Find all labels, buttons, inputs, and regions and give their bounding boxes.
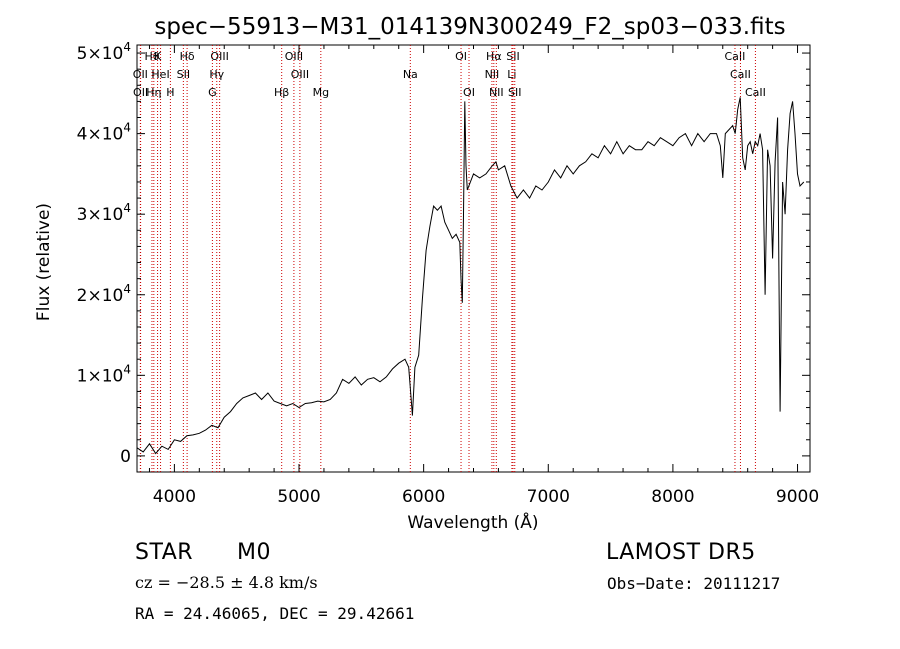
line-marker-label: OIII [285,50,303,63]
x-tick-label: 5000 [277,487,320,507]
line-marker-label: OI [463,86,475,99]
line-marker-label: NII [485,68,500,81]
line-marker-label: Hα [486,50,502,63]
object-subclass: M0 [237,540,271,565]
spectrum-series [136,97,805,455]
line-marker-label: Hδ [180,50,195,63]
survey-label: LAMOST DR5 [606,540,756,565]
line-marker-label: H [166,86,174,99]
x-tick-label: 7000 [527,487,570,507]
line-marker-label: K [154,50,162,63]
y-tick-label: 1×104 [77,362,131,386]
spectrum-line [136,97,805,455]
line-marker-label: HeI [151,68,169,81]
line-marker-label: OIII [210,50,228,63]
y-tick-label: 2×104 [77,282,131,306]
y-tick-label: 3×104 [77,201,131,225]
x-tick-label: 8000 [651,487,694,507]
y-tick-label: 0 [120,447,131,467]
line-marker-label: Na [403,68,418,81]
redshift-text: cz = −28.5 ± 4.8 km/s [135,573,318,592]
line-marker-label: OII [133,86,148,99]
line-marker-label: OII [133,68,148,81]
x-tick-label: 9000 [776,487,819,507]
line-marker-label: Hθ [144,50,159,63]
line-marker-label: SII [177,68,190,81]
line-marker-label: CaII [730,68,751,81]
obs-date-text: Obs−Date: 20111217 [607,574,781,593]
plot-frame [136,44,811,473]
x-tick-label: 4000 [153,487,196,507]
line-marker-label: SII [506,50,519,63]
axis-ticks: 4000 5000 6000 7000 8000 9000 0 1×104 2×104 3×104… [77,40,820,507]
line-marker-label: SII [508,86,521,99]
line-marker-label: Hη [146,86,161,99]
line-marker-label: CaII [725,50,746,63]
line-marker-label: Hγ [209,68,224,81]
object-class: STAR [135,540,194,565]
line-marker-label: Li [507,68,516,81]
line-marker-label: OIII [291,68,309,81]
chart-title: spec−55913−M31_014139N300249_F2_sp03−033… [154,14,785,40]
y-tick-label: 5×104 [77,40,131,64]
line-marker-label: Mg [313,86,329,99]
y-tick-label: 4×104 [77,121,131,145]
y-axis-label: Flux (relative) [34,203,54,321]
line-marker-label: NII [489,86,504,99]
line-markers: HθK Hδ OIII OIII OI Hα SII CaII OII HeI SII Hγ OIII N… [133,45,766,472]
x-tick-label: 6000 [402,487,445,507]
line-marker-label: G [208,86,217,99]
x-axis-label: Wavelength (Å) [407,511,538,533]
line-marker-label: CaII [745,86,766,99]
line-marker-label: Hβ [274,86,289,99]
coordinates-text: RA = 24.46065, DEC = 29.42661 [135,604,415,623]
line-marker-label: OI [455,50,467,63]
